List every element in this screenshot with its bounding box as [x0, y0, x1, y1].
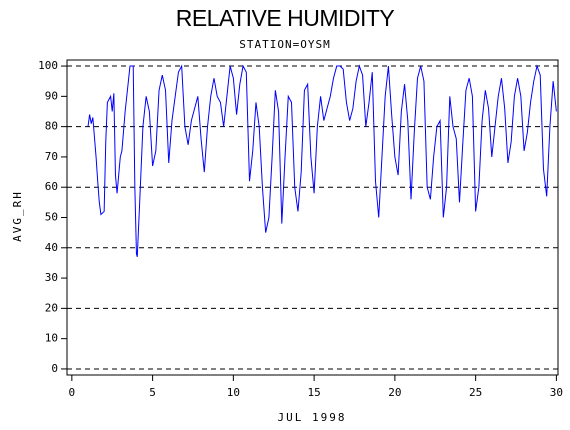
data-line — [87, 64, 557, 258]
y-tick-label: 20 — [45, 301, 58, 314]
x-tick-label: 30 — [550, 386, 563, 399]
y-tick-label: 70 — [45, 150, 58, 163]
y-tick-label: 40 — [45, 241, 58, 254]
y-tick-label: 10 — [45, 332, 58, 345]
y-tick-label: 60 — [45, 180, 58, 193]
y-tick-label: 100 — [38, 59, 58, 72]
x-tick-label: 0 — [69, 386, 76, 399]
chart-title: RELATIVE HUMIDITY — [176, 5, 395, 31]
x-axis-label: JUL 1998 — [278, 411, 347, 424]
chart-subtitle: STATION=OYSM — [239, 38, 330, 51]
y-axis-label: AVG_RH — [11, 190, 24, 242]
plot-frame — [66, 59, 559, 376]
y-tick-label: 50 — [45, 211, 58, 224]
x-tick-label: 10 — [227, 386, 240, 399]
x-tick-label: 5 — [149, 386, 156, 399]
y-tick-label: 0 — [51, 362, 58, 375]
y-tick-label: 90 — [45, 89, 58, 102]
x-tick-label: 20 — [388, 386, 401, 399]
x-tick-label: 15 — [307, 386, 320, 399]
y-tick-label: 30 — [45, 271, 58, 284]
x-tick-label: 25 — [469, 386, 482, 399]
y-tick-label: 80 — [45, 120, 58, 133]
